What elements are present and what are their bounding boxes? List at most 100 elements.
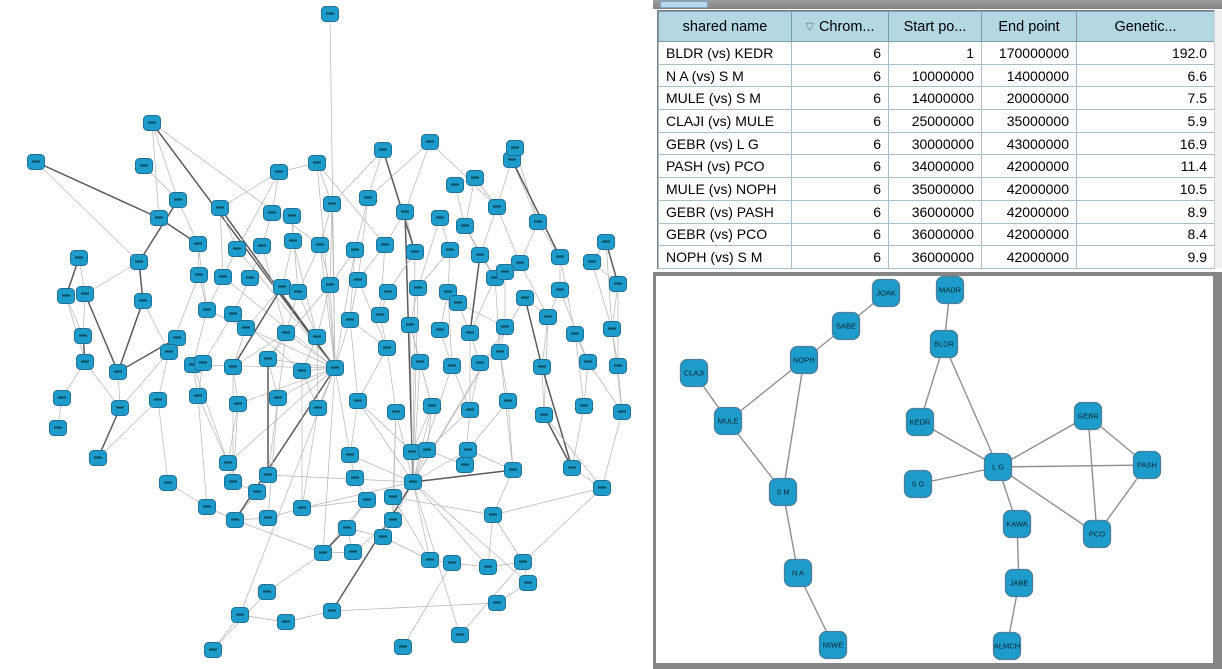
network-node[interactable] — [496, 319, 514, 335]
network-node[interactable] — [533, 359, 551, 375]
node-shape[interactable] — [871, 278, 901, 308]
table-cell[interactable]: N A (vs) S M — [658, 63, 792, 88]
network-node[interactable] — [396, 204, 414, 220]
table-cell[interactable]: 6 — [791, 86, 889, 111]
network-node[interactable] — [228, 241, 246, 257]
network-node[interactable] — [168, 330, 186, 346]
table-cell[interactable]: 16.9 — [1076, 131, 1215, 156]
network-node[interactable] — [431, 210, 449, 226]
network-node[interactable] — [135, 158, 153, 174]
network-node[interactable] — [443, 358, 461, 374]
table-cell[interactable]: 42000000 — [981, 154, 1077, 179]
network-node[interactable] — [109, 364, 127, 380]
network-node[interactable] — [189, 388, 207, 404]
node-shape[interactable] — [905, 407, 935, 437]
network-node[interactable] — [491, 344, 509, 360]
network-node[interactable] — [169, 192, 187, 208]
network-node[interactable] — [277, 614, 295, 630]
network-node[interactable] — [609, 276, 627, 292]
horizontal-scrollbar[interactable] — [653, 0, 1222, 9]
network-node[interactable] — [566, 326, 584, 342]
column-header-3[interactable]: End point — [981, 11, 1077, 42]
network-node[interactable] — [253, 238, 271, 254]
network-node[interactable] — [421, 134, 439, 150]
table-cell[interactable]: 5.9 — [1076, 109, 1215, 133]
table-row[interactable]: N A (vs) S M 6 10000000 14000000 6.6 — [658, 63, 1215, 88]
vertical-scrollbar-track[interactable] — [1214, 10, 1222, 268]
table-cell[interactable]: 36000000 — [888, 199, 982, 224]
network-node[interactable] — [111, 400, 129, 416]
network-node[interactable] — [70, 250, 88, 266]
network-node[interactable] — [189, 236, 207, 252]
network-node[interactable] — [321, 277, 339, 293]
table-cell[interactable]: 10.5 — [1076, 177, 1215, 201]
table-cell[interactable]: 35000000 — [981, 109, 1077, 133]
network-node[interactable] — [409, 280, 427, 296]
network-node-bldr[interactable]: BLDR — [929, 329, 959, 359]
network-node[interactable] — [134, 293, 152, 309]
network-node[interactable] — [269, 390, 287, 406]
network-node[interactable] — [421, 552, 439, 568]
table-row[interactable]: GEBR (vs) L G 6 30000000 43000000 16.9 — [658, 131, 1215, 156]
table-cell[interactable]: 6 — [791, 41, 889, 65]
network-node[interactable] — [338, 520, 356, 536]
node-shape[interactable] — [713, 406, 743, 436]
network-node-claji[interactable]: CLAJI — [679, 358, 709, 388]
network-node[interactable] — [379, 284, 397, 300]
network-node[interactable] — [529, 214, 547, 230]
network-node[interactable] — [259, 351, 277, 367]
network-node[interactable] — [27, 154, 45, 170]
network-node[interactable] — [263, 205, 281, 221]
table-cell[interactable]: GEBR (vs) L G — [658, 131, 792, 156]
subnetwork-view[interactable]: JOAK MADR SABE NOPH BLDR CLAJI MULE KEDR GEBR L G… — [656, 276, 1213, 663]
network-node[interactable] — [499, 393, 517, 409]
network-node[interactable] — [224, 306, 242, 322]
node-shape[interactable] — [1132, 450, 1162, 480]
network-node[interactable] — [539, 309, 557, 325]
table-cell[interactable]: 6 — [791, 154, 889, 179]
network-node[interactable] — [423, 398, 441, 414]
table-cell[interactable]: 42000000 — [981, 177, 1077, 201]
network-node[interactable] — [143, 115, 161, 131]
network-node[interactable] — [211, 200, 229, 216]
network-node[interactable] — [241, 270, 259, 286]
network-node-kawa[interactable]: KAWA — [1002, 509, 1032, 539]
network-node[interactable] — [575, 398, 593, 414]
table-cell[interactable]: 6 — [791, 245, 889, 269]
network-node[interactable] — [214, 269, 232, 285]
table-cell[interactable]: 14000000 — [981, 63, 1077, 88]
table-cell[interactable]: 14000000 — [888, 86, 982, 111]
network-node-sabe[interactable]: SABE — [831, 311, 861, 341]
network-node[interactable] — [248, 484, 266, 500]
table-cell[interactable]: 7.5 — [1076, 86, 1215, 111]
network-node[interactable] — [404, 474, 422, 490]
table-cell[interactable]: 25000000 — [888, 109, 982, 133]
network-node[interactable] — [323, 196, 341, 212]
table-row[interactable]: NOPH (vs) S M 6 36000000 42000000 9.9 — [658, 245, 1215, 269]
table-cell[interactable]: 36000000 — [888, 222, 982, 247]
network-node[interactable] — [229, 396, 247, 412]
network-node[interactable] — [198, 499, 216, 515]
network-node[interactable] — [583, 254, 601, 270]
network-node[interactable] — [359, 190, 377, 206]
network-node[interactable] — [461, 325, 479, 341]
node-shape[interactable] — [1082, 519, 1112, 549]
network-node[interactable] — [344, 544, 362, 560]
network-node[interactable] — [484, 507, 502, 523]
network-node[interactable] — [446, 177, 464, 193]
main-network-view[interactable] — [0, 0, 652, 669]
table-cell[interactable]: PASH (vs) PCO — [658, 154, 792, 179]
table-row[interactable]: MULE (vs) S M 6 14000000 20000000 7.5 — [658, 86, 1215, 111]
table-cell[interactable]: 8.4 — [1076, 222, 1215, 247]
network-node[interactable] — [219, 455, 237, 471]
node-shape[interactable] — [1004, 568, 1034, 598]
table-cell[interactable]: 20000000 — [981, 86, 1077, 111]
node-shape[interactable] — [983, 452, 1013, 482]
network-node[interactable] — [224, 474, 242, 490]
table-cell[interactable]: GEBR (vs) PASH — [658, 199, 792, 224]
network-node[interactable] — [308, 329, 326, 345]
node-shape[interactable] — [783, 558, 813, 588]
table-cell[interactable]: 43000000 — [981, 131, 1077, 156]
network-node[interactable] — [74, 328, 92, 344]
network-node[interactable] — [198, 302, 216, 318]
